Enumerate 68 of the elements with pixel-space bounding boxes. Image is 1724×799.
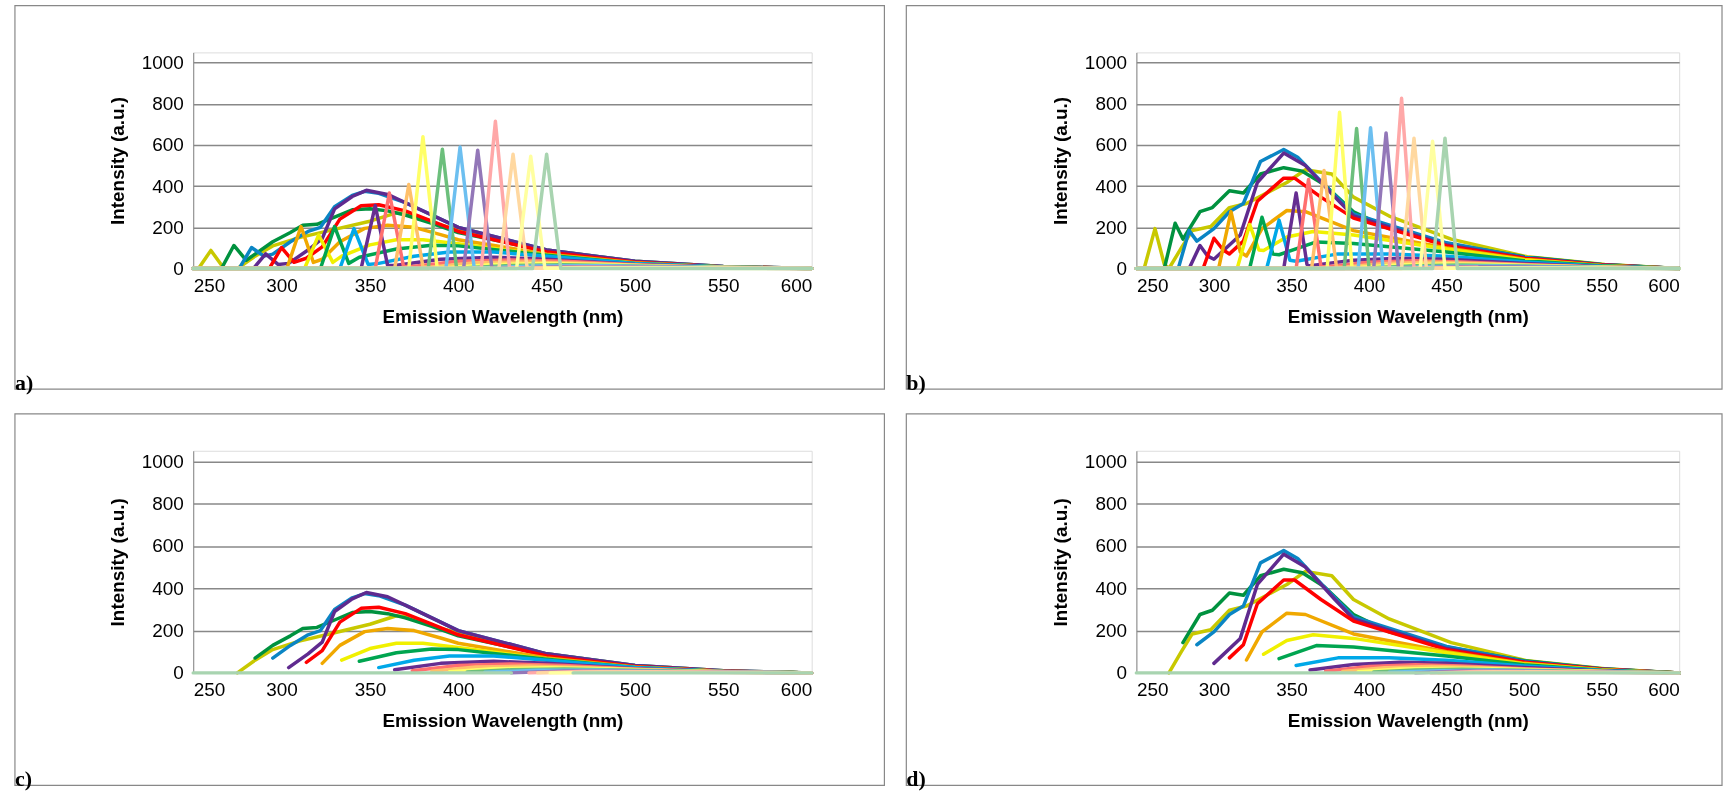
y-tick-label: 400 bbox=[1095, 577, 1127, 599]
y-tick-label: 800 bbox=[1095, 493, 1127, 515]
y-tick-label: 400 bbox=[152, 577, 184, 599]
y-tick-label: 1000 bbox=[141, 450, 184, 472]
x-tick-label: 600 bbox=[780, 274, 813, 296]
x-tick-label: 250 bbox=[1136, 679, 1169, 701]
y-tick-label: 200 bbox=[152, 216, 184, 238]
x-tick-label: 550 bbox=[708, 274, 740, 296]
y-tick-label: 400 bbox=[1095, 175, 1127, 197]
y-tick-label: 1000 bbox=[141, 52, 184, 74]
y-tick-label: 600 bbox=[152, 134, 184, 156]
x-tick-label: 350 bbox=[354, 274, 387, 296]
text: c) bbox=[14, 766, 32, 792]
text: b) bbox=[906, 370, 926, 396]
x-tick-label: 350 bbox=[1276, 274, 1308, 296]
y-tick-label: 200 bbox=[152, 620, 184, 642]
x-tick-label: 400 bbox=[443, 679, 475, 701]
y-tick-label: 800 bbox=[152, 93, 184, 115]
y-tick-label: 1000 bbox=[1084, 450, 1127, 472]
y-tick-label: 0 bbox=[1116, 257, 1127, 279]
y-tick-label: 600 bbox=[1095, 134, 1127, 156]
y-axis-title: Intensity (a.u.) bbox=[106, 96, 128, 226]
x-tick-label: 500 bbox=[1508, 679, 1541, 701]
x-tick-label: 450 bbox=[531, 274, 563, 296]
x-axis-title: Emission Wavelength (nm) bbox=[382, 305, 624, 327]
y-axis-title: Intensity (a.u.) bbox=[106, 498, 128, 627]
x-tick-label: 600 bbox=[780, 679, 813, 701]
x-tick-label: 400 bbox=[443, 274, 475, 296]
x-tick-label: 500 bbox=[1508, 274, 1541, 296]
y-tick-label: 0 bbox=[173, 662, 184, 684]
y-tick-label: 200 bbox=[1095, 620, 1127, 642]
x-tick-label: 300 bbox=[1198, 274, 1231, 296]
x-tick-label: 250 bbox=[193, 679, 226, 701]
x-axis-title: Emission Wavelength (nm) bbox=[1287, 710, 1529, 732]
x-tick-label: 400 bbox=[1353, 679, 1386, 701]
x-tick-label: 550 bbox=[708, 679, 740, 701]
x-tick-label: 300 bbox=[266, 679, 298, 701]
x-tick-label: 500 bbox=[619, 679, 652, 701]
x-tick-label: 300 bbox=[266, 274, 298, 296]
x-tick-label: 450 bbox=[1431, 679, 1463, 701]
y-tick-label: 600 bbox=[1095, 535, 1127, 557]
x-tick-label: 600 bbox=[1648, 274, 1680, 296]
y-axis-title: Intensity (a.u.) bbox=[1049, 96, 1071, 226]
y-tick-label: 800 bbox=[152, 493, 184, 515]
x-tick-label: 300 bbox=[1198, 679, 1231, 701]
x-tick-label: 600 bbox=[1648, 679, 1680, 701]
y-tick-label: 600 bbox=[152, 535, 184, 557]
y-tick-label: 0 bbox=[1116, 662, 1127, 684]
x-tick-label: 500 bbox=[619, 274, 652, 296]
y-tick-label: 200 bbox=[1095, 216, 1127, 238]
x-tick-label: 250 bbox=[1136, 274, 1169, 296]
x-axis-title: Emission Wavelength (nm) bbox=[1287, 305, 1529, 327]
x-axis-title: Emission Wavelength (nm) bbox=[382, 710, 624, 732]
y-tick-label: 800 bbox=[1095, 93, 1127, 115]
x-tick-label: 350 bbox=[1276, 679, 1308, 701]
y-axis-title: Intensity (a.u.) bbox=[1049, 498, 1071, 627]
x-tick-label: 400 bbox=[1353, 274, 1386, 296]
x-tick-label: 450 bbox=[1431, 274, 1463, 296]
x-tick-label: 550 bbox=[1586, 679, 1618, 701]
y-tick-label: 1000 bbox=[1084, 52, 1127, 74]
text: d) bbox=[906, 766, 926, 792]
x-tick-label: 450 bbox=[531, 679, 563, 701]
y-tick-label: 0 bbox=[173, 257, 184, 279]
x-tick-label: 550 bbox=[1586, 274, 1618, 296]
text: a) bbox=[14, 370, 34, 396]
x-tick-label: 250 bbox=[193, 274, 226, 296]
x-tick-label: 350 bbox=[354, 679, 387, 701]
y-tick-label: 400 bbox=[152, 175, 184, 197]
